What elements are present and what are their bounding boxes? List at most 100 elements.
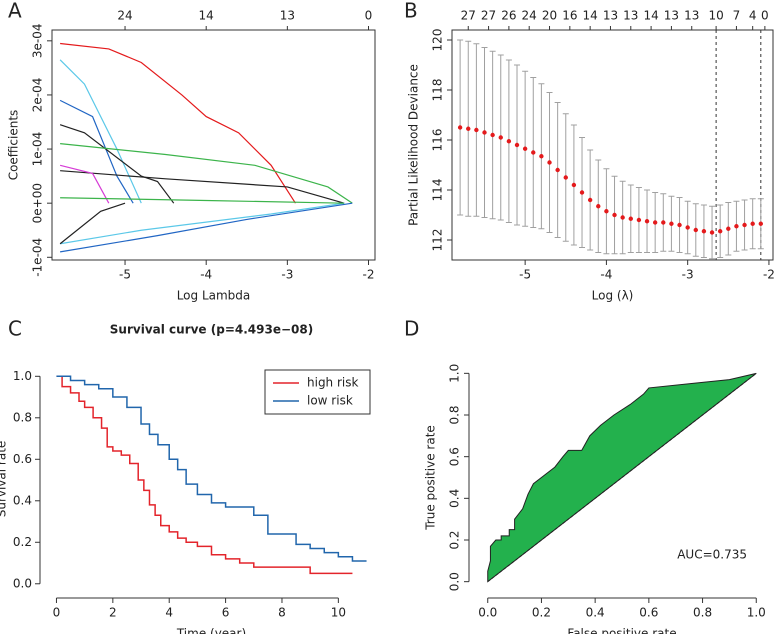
top-tick-label: 0: [761, 9, 769, 23]
deviance-point: [652, 220, 658, 225]
top-tick-label: 20: [542, 9, 557, 23]
deviance-point: [571, 182, 577, 188]
x-tick-label: -2: [363, 268, 375, 282]
legend-box: [264, 369, 371, 415]
top-tick-label: 24: [117, 9, 132, 23]
deviance-point: [457, 125, 463, 130]
x-axis-title: False positive rate: [567, 627, 676, 634]
top-tick-label: 7: [733, 9, 741, 23]
coef-path: [59, 59, 142, 204]
deviance-point: [734, 224, 739, 229]
x-tick-label: -4: [200, 268, 212, 282]
x-tick-label: 1.0: [747, 606, 766, 620]
coef-path: [60, 143, 353, 204]
x-tick-label: -5: [519, 268, 531, 282]
x-tick-label: 0: [53, 606, 61, 620]
top-tick-label: 27: [461, 9, 476, 23]
top-tick-label: 4: [749, 9, 757, 23]
chart-title: Survival curve (p=4.493e−08): [110, 323, 313, 337]
deviance-point: [514, 142, 520, 148]
deviance-point: [522, 146, 528, 151]
plot-frame: [51, 29, 376, 261]
x-tick-label: -3: [682, 268, 694, 282]
panel-label: A: [8, 0, 22, 23]
deviance-point: [709, 230, 715, 235]
y-tick-label: 1.0: [13, 369, 32, 383]
panel-label: B: [404, 0, 418, 23]
top-tick-label: 26: [501, 9, 516, 23]
y-tick-label: 0e+00: [31, 183, 45, 223]
deviance-point: [596, 204, 601, 209]
top-tick-label: 13: [280, 9, 295, 23]
y-tick-label: 116: [431, 129, 445, 152]
x-axis-title: Log (λ): [592, 289, 634, 303]
deviance-point: [604, 209, 609, 214]
y-tick-label: 1e-04: [31, 132, 45, 167]
top-tick-label: 13: [684, 9, 699, 23]
x-tick-label: 0.8: [693, 606, 712, 620]
deviance-point: [620, 215, 625, 220]
diagonal: [487, 372, 757, 583]
y-tick-label: -1e-04: [31, 238, 45, 277]
deviance-point: [742, 222, 747, 228]
x-tick-label: 0.4: [586, 606, 605, 620]
x-tick-label: -3: [281, 268, 293, 282]
top-tick-label: 14: [199, 9, 214, 23]
deviance-point: [636, 217, 642, 223]
y-axis-title: True positive rate: [424, 425, 438, 531]
x-tick-label: -4: [600, 268, 612, 282]
deviance-point: [726, 226, 731, 231]
y-tick-label: 0.2: [13, 535, 32, 549]
panel-label: C: [8, 317, 22, 341]
deviance-point: [758, 221, 764, 226]
y-tick-label: 2e-04: [31, 78, 45, 113]
survival-curve: [56, 375, 353, 575]
deviance-point: [482, 130, 487, 135]
y-tick-label: 0.6: [448, 447, 462, 466]
y-tick-label: 0.8: [448, 405, 462, 424]
deviance-point: [693, 227, 698, 233]
x-tick-label: 0.6: [639, 606, 658, 620]
x-tick-label: 6: [222, 606, 230, 620]
top-tick-label: 13: [603, 9, 618, 23]
deviance-point: [579, 190, 585, 195]
deviance-point: [498, 135, 503, 140]
y-tick-label: 3e-04: [31, 24, 45, 59]
deviance-point: [466, 126, 471, 131]
y-axis-title: Coefficients: [7, 110, 21, 181]
coef-path: [59, 124, 175, 204]
panel-label: D: [404, 317, 419, 341]
y-tick-label: 0.0: [448, 572, 462, 591]
coef-path: [60, 42, 296, 204]
y-tick-label: 0.4: [448, 489, 462, 508]
y-tick-label: 112: [431, 229, 445, 252]
y-tick-label: 120: [431, 29, 445, 52]
x-tick-label: -5: [119, 268, 131, 282]
top-tick-label: 16: [562, 9, 577, 23]
top-tick-label: 24: [522, 9, 537, 23]
deviance-point: [685, 225, 690, 230]
deviance-point: [506, 139, 512, 144]
deviance-point: [701, 229, 707, 234]
coef-path: [59, 164, 110, 204]
deviance-point: [628, 216, 633, 221]
top-tick-label: 10: [708, 9, 723, 23]
y-tick-label: 0.0: [13, 576, 32, 590]
top-tick-label: 27: [481, 9, 496, 23]
deviance-point: [644, 219, 650, 224]
x-tick-label: -2: [763, 268, 775, 282]
legend-label: high risk: [307, 376, 358, 390]
deviance-point: [474, 127, 479, 133]
legend-label: low risk: [307, 394, 353, 408]
deviance-point: [669, 221, 674, 226]
deviance-point: [531, 150, 536, 155]
y-tick-label: 1.0: [448, 364, 462, 383]
y-tick-label: 114: [431, 179, 445, 202]
plot-frame: [451, 29, 774, 261]
top-tick-label: 14: [643, 9, 658, 23]
x-tick-label: 0.0: [478, 606, 497, 620]
auc-annotation: AUC=0.735: [677, 548, 747, 562]
deviance-point: [612, 212, 617, 218]
auc-area: [487, 372, 757, 583]
